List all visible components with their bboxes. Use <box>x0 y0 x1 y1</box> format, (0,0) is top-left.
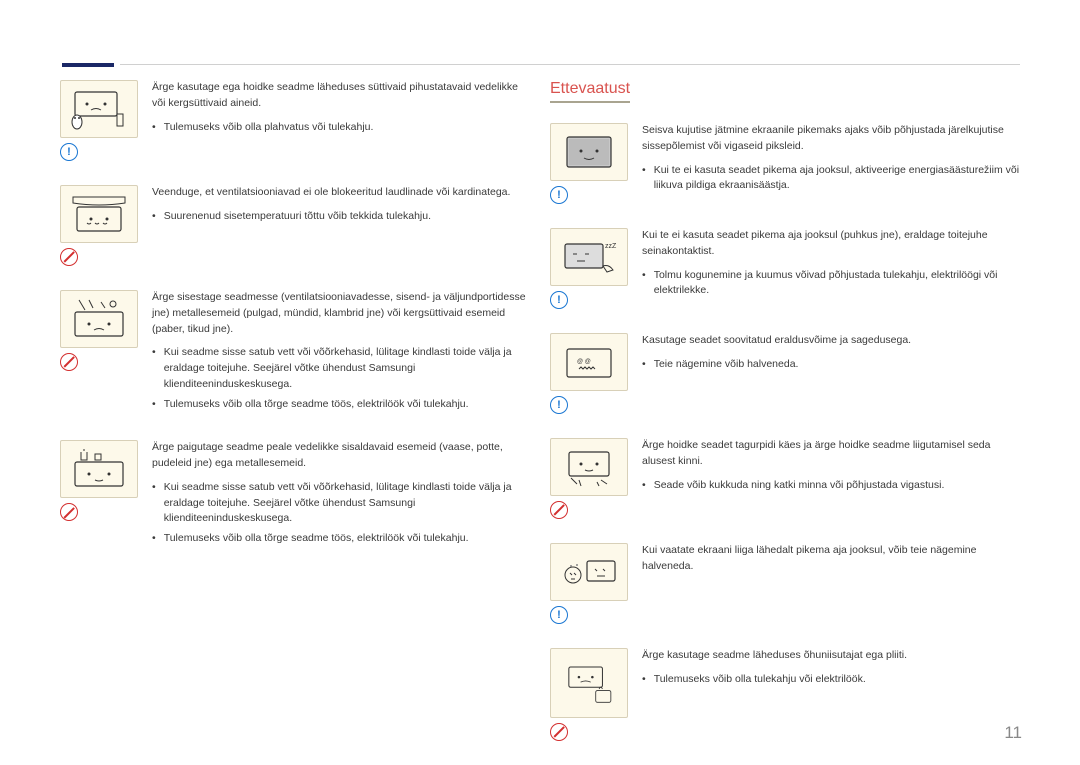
icon-container: @ @ ! <box>550 333 628 414</box>
safety-item: Ärge sisestage seadmesse (ventilatsiooni… <box>60 290 530 416</box>
bullet-text: Tulemuseks võib olla tulekahju või elekt… <box>642 672 1020 688</box>
item-text: Ärge sisestage seadmesse (ventilatsiooni… <box>152 290 530 416</box>
close-viewing-icon <box>550 543 628 601</box>
item-text: Ärge paigutage seadme peale vedelikke si… <box>152 440 530 551</box>
item-text: Ärge kasutage ega hoidke seadme läheduse… <box>152 80 530 161</box>
safety-item: ! Seisva kujutise jätmine ekraanile pike… <box>550 123 1020 204</box>
info-symbol: ! <box>60 143 78 161</box>
safety-item: @ @ ! Kasutage seadet soovitatud eraldus… <box>550 333 1020 414</box>
upside-down-tv-icon <box>550 438 628 496</box>
bullet-text: Teie nägemine võib halveneda. <box>642 357 1020 373</box>
item-text: Ärge kasutage seadme läheduses õhuniisut… <box>642 648 1020 741</box>
humidifier-tv-icon <box>550 648 628 718</box>
safety-item: Ärge hoidke seadet tagurpidi käes ja ärg… <box>550 438 1020 519</box>
main-text: Kui vaatate ekraani liiga lähedalt pikem… <box>642 543 1020 575</box>
main-text: Ärge kasutage ega hoidke seadme läheduse… <box>152 80 530 112</box>
item-text: Kui vaatate ekraani liiga lähedalt pikem… <box>642 543 1020 624</box>
bullet-text: Suurenenud sisetemperatuuri tõttu võib t… <box>152 209 530 225</box>
bullet-text: Kui seadme sisse satub vett või võõrkeha… <box>152 480 530 527</box>
main-text: Seisva kujutise jätmine ekraanile pikema… <box>642 123 1020 155</box>
bullet-text: Tolmu kogunemine ja kuumus võivad põhjus… <box>642 268 1020 300</box>
icon-container <box>550 438 628 519</box>
icon-container: ! <box>550 123 628 204</box>
svg-text:@ @: @ @ <box>577 359 591 365</box>
prohibit-symbol <box>550 501 568 519</box>
safety-item: Ärge paigutage seadme peale vedelikke si… <box>60 440 530 551</box>
main-text: Ärge paigutage seadme peale vedelikke si… <box>152 440 530 472</box>
prohibit-symbol <box>60 353 78 371</box>
item-text: Veenduge, et ventilatsiooniavad ei ole b… <box>152 185 530 266</box>
icon-container: ! <box>60 80 138 161</box>
svg-text:zzZ: zzZ <box>605 243 617 250</box>
main-text: Kui te ei kasuta seadet pikema aja jooks… <box>642 228 1020 260</box>
page-number: 11 <box>1004 723 1022 743</box>
safety-item: ! Kui vaatate ekraani liiga lähedalt pik… <box>550 543 1020 624</box>
header-rule <box>120 64 1020 65</box>
bullet-text: Tulemuseks võib olla plahvatus või tulek… <box>152 120 530 136</box>
icon-container <box>60 290 138 416</box>
main-text: Kasutage seadet soovitatud eraldusvõime … <box>642 333 1020 349</box>
icon-container <box>550 648 628 741</box>
vase-on-tv-icon <box>60 440 138 498</box>
info-symbol: ! <box>550 396 568 414</box>
item-text: Kui te ei kasuta seadet pikema aja jooks… <box>642 228 1020 309</box>
resolution-tv-icon: @ @ <box>550 333 628 391</box>
content-columns: ! Ärge kasutage ega hoidke seadme lähedu… <box>60 80 1020 765</box>
main-text: Ärge hoidke seadet tagurpidi käes ja ärg… <box>642 438 1020 470</box>
main-text: Ärge sisestage seadmesse (ventilatsiooni… <box>152 290 530 337</box>
left-column: ! Ärge kasutage ega hoidke seadme lähedu… <box>60 80 530 765</box>
item-text: Kasutage seadet soovitatud eraldusvõime … <box>642 333 1020 414</box>
prohibit-symbol <box>550 723 568 741</box>
prohibit-symbol <box>60 503 78 521</box>
icon-container <box>60 185 138 266</box>
icon-container <box>60 440 138 551</box>
item-text: Ärge hoidke seadet tagurpidi käes ja ärg… <box>642 438 1020 519</box>
icon-container: zzZ ! <box>550 228 628 309</box>
safety-item: Ärge kasutage seadme läheduses õhuniisut… <box>550 648 1020 741</box>
bullet-text: Seade võib kukkuda ning katki minna või … <box>642 478 1020 494</box>
info-symbol: ! <box>550 291 568 309</box>
bullet-text: Tulemuseks võib olla tõrge seadme töös, … <box>152 531 530 547</box>
info-symbol: ! <box>550 186 568 204</box>
header-accent <box>62 63 114 67</box>
caution-heading: Ettevaatust <box>550 80 630 103</box>
spray-tv-icon <box>60 80 138 138</box>
safety-item: ! Ärge kasutage ega hoidke seadme lähedu… <box>60 80 530 161</box>
safety-item: zzZ ! Kui te ei kasuta seadet pikema aja… <box>550 228 1020 309</box>
bullet-text: Kui te ei kasuta seadet pikema aja jooks… <box>642 163 1020 195</box>
safety-item: Veenduge, et ventilatsiooniavad ei ole b… <box>60 185 530 266</box>
bullet-text: Kui seadme sisse satub vett või võõrkeha… <box>152 345 530 392</box>
item-text: Seisva kujutise jätmine ekraanile pikema… <box>642 123 1020 204</box>
main-text: Ärge kasutage seadme läheduses õhuniisut… <box>642 648 1020 664</box>
icon-container: ! <box>550 543 628 624</box>
insert-objects-icon <box>60 290 138 348</box>
right-column: Ettevaatust ! Seisva kujutise jätmine ek… <box>550 80 1020 765</box>
covered-tv-icon <box>60 185 138 243</box>
info-symbol: ! <box>550 606 568 624</box>
bullet-text: Tulemuseks võib olla tõrge seadme töös, … <box>152 397 530 413</box>
main-text: Veenduge, et ventilatsiooniavad ei ole b… <box>152 185 530 201</box>
sleep-tv-icon: zzZ <box>550 228 628 286</box>
prohibit-symbol <box>60 248 78 266</box>
burn-in-tv-icon <box>550 123 628 181</box>
